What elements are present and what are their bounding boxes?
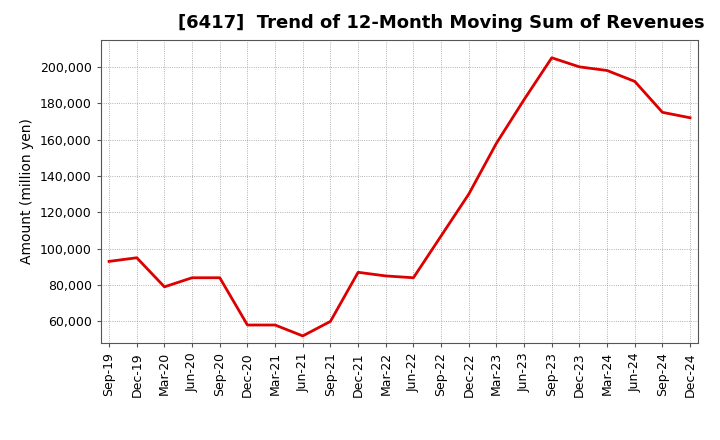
Y-axis label: Amount (million yen): Amount (million yen) <box>20 118 35 264</box>
Text: [6417]  Trend of 12-Month Moving Sum of Revenues: [6417] Trend of 12-Month Moving Sum of R… <box>179 15 705 33</box>
